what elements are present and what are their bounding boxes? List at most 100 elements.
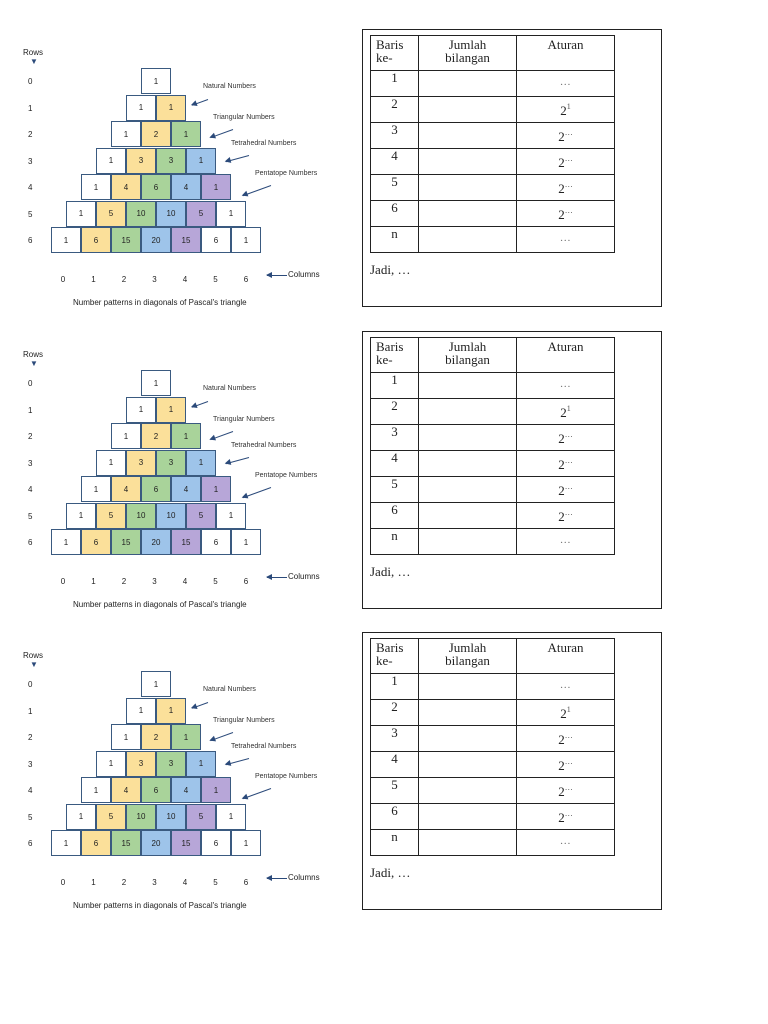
table-row: 2 21	[370, 398, 615, 425]
triangle-cell: 4	[171, 174, 201, 200]
aturan-cell[interactable]: 21	[516, 398, 615, 425]
aturan-power: 2…	[558, 175, 573, 196]
baris-cell: 4	[370, 450, 419, 477]
row-number: 0	[28, 680, 33, 689]
tetrahedral-numbers-label: Tetrahedral Numbers	[231, 140, 297, 147]
table-row: n…	[370, 226, 615, 253]
jumlah-input-cell[interactable]	[418, 803, 517, 830]
aturan-power: 2…	[558, 201, 573, 222]
jumlah-input-cell[interactable]	[418, 122, 517, 149]
aturan-cell[interactable]: …	[516, 226, 615, 253]
jumlah-input-cell[interactable]	[418, 502, 517, 529]
triangle-cell: 1	[126, 94, 156, 121]
triangle-cell: 20	[141, 227, 171, 253]
aturan-cell[interactable]: …	[516, 528, 615, 555]
rule-table: Baris ke- Jumlah bilangan Aturan 1… 2 21 3 2… 4…	[370, 35, 615, 253]
triangle-cell: 1	[156, 94, 186, 121]
baris-cell: 2	[370, 699, 419, 726]
row-number: 6	[28, 839, 33, 848]
jumlah-input-cell[interactable]	[418, 528, 517, 555]
jumlah-input-cell[interactable]	[418, 725, 517, 752]
jumlah-input-cell[interactable]	[418, 777, 517, 804]
aturan-cell[interactable]: …	[516, 673, 615, 700]
triangle-cell: 15	[111, 227, 141, 253]
aturan-power: 21	[560, 399, 571, 420]
power-base: 2	[560, 405, 567, 420]
power-base: 2	[558, 758, 565, 773]
worksheet-box: Baris ke- Jumlah bilangan Aturan 1… 2 21 3 2… 4…	[362, 632, 662, 910]
aturan-cell[interactable]: 2…	[516, 450, 615, 477]
row-number: 1	[28, 405, 33, 415]
triangle-cell: 5	[186, 200, 216, 227]
aturan-cell[interactable]: 2…	[516, 777, 615, 804]
aturan-cell[interactable]: …	[516, 829, 615, 856]
column-number: 5	[213, 275, 218, 284]
power-exponent: …	[564, 783, 573, 792]
jumlah-input-cell[interactable]	[418, 174, 517, 201]
power-exponent: …	[564, 809, 573, 818]
aturan-power: 2…	[558, 804, 573, 825]
aturan-cell[interactable]: …	[516, 70, 615, 97]
power-base: 2	[558, 207, 565, 222]
triangle-cell: 6	[201, 830, 231, 856]
baris-cell: 5	[370, 777, 419, 804]
rule-table: Baris ke- Jumlah bilangan Aturan 1… 2 21 3 2… 4…	[370, 638, 615, 856]
column-number: 3	[152, 878, 157, 887]
table-body: 1… 2 21 3 2… 4 2… 5 2… 6 2… n…	[370, 673, 615, 856]
jumlah-input-cell[interactable]	[418, 450, 517, 477]
aturan-cell[interactable]: 21	[516, 699, 615, 726]
triangle-cell: 1	[201, 777, 231, 803]
natural-numbers-arrow-icon	[191, 401, 209, 408]
jumlah-input-cell[interactable]	[418, 226, 517, 253]
triangle-cell: 15	[171, 227, 201, 253]
triangle-cell: 1	[66, 502, 96, 529]
power-base: 2	[558, 810, 565, 825]
aturan-cell[interactable]: 2…	[516, 424, 615, 451]
baris-cell: 3	[370, 725, 419, 752]
jumlah-input-cell[interactable]	[418, 476, 517, 503]
jumlah-input-cell[interactable]	[418, 751, 517, 778]
table-row: 3 2…	[370, 122, 615, 149]
conclusion-text: Jadi, …	[370, 262, 411, 277]
aturan-cell[interactable]: 2…	[516, 174, 615, 201]
aturan-cell[interactable]: 2…	[516, 476, 615, 503]
jumlah-input-cell[interactable]	[418, 673, 517, 700]
header-baris-line1: Baris	[376, 640, 404, 655]
jumlah-input-cell[interactable]	[418, 424, 517, 451]
aturan-cell[interactable]: 2…	[516, 725, 615, 752]
table-row: 4 2…	[370, 450, 615, 477]
jumlah-input-cell[interactable]	[418, 699, 517, 726]
row-number: 4	[28, 786, 33, 795]
aturan-cell[interactable]: 2…	[516, 803, 615, 830]
aturan-cell[interactable]: 2…	[516, 751, 615, 778]
aturan-cell[interactable]: …	[516, 372, 615, 399]
baris-cell: n	[370, 528, 419, 555]
figure-caption: Number patterns in diagonals of Pascal's…	[73, 298, 247, 307]
power-exponent: 1	[566, 705, 571, 714]
jumlah-input-cell[interactable]	[418, 70, 517, 97]
row-number: 1	[28, 103, 33, 113]
natural-numbers-label: Natural Numbers	[203, 385, 256, 392]
triangle-cell: 1	[231, 830, 261, 856]
triangle-cell: 1	[231, 227, 261, 253]
triangle-cell: 3	[126, 750, 156, 777]
baris-cell: 1	[370, 673, 419, 700]
aturan-cell[interactable]: 2…	[516, 502, 615, 529]
jumlah-input-cell[interactable]	[418, 829, 517, 856]
table-row: 4 2…	[370, 148, 615, 175]
triangle-cell: 1	[96, 147, 126, 174]
aturan-cell[interactable]: 2…	[516, 148, 615, 175]
conclusion-text: Jadi, …	[370, 564, 411, 579]
triangular-numbers-arrow-icon	[210, 431, 234, 441]
header-aturan: Aturan	[516, 638, 615, 674]
jumlah-input-cell[interactable]	[418, 372, 517, 399]
baris-cell: 5	[370, 476, 419, 503]
jumlah-input-cell[interactable]	[418, 398, 517, 425]
columns-axis-label: Columns	[288, 873, 320, 882]
natural-numbers-label: Natural Numbers	[203, 686, 256, 693]
aturan-power: 2…	[558, 752, 573, 773]
jumlah-input-cell[interactable]	[418, 200, 517, 227]
aturan-cell[interactable]: 21	[516, 96, 615, 123]
